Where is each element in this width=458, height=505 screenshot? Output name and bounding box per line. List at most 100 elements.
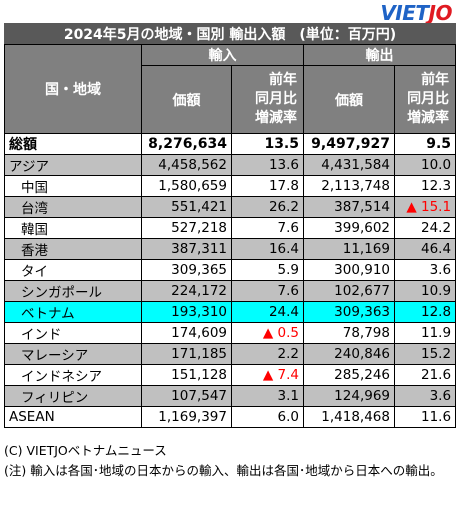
import-header: 輸入 xyxy=(141,44,304,66)
import-change-cell: ▲ 0.5 xyxy=(231,322,304,344)
import-change-cell: 17.8 xyxy=(231,175,304,197)
import-change-header: 前年 同月比 増減率 xyxy=(231,65,304,134)
export-change-cell: 15.2 xyxy=(393,343,457,365)
export-change-cell: 3.6 xyxy=(393,385,457,407)
logo-part2: JO xyxy=(428,1,453,25)
import-change-cell: ▲ 7.4 xyxy=(231,364,304,386)
table-row: インド 174,609 ▲ 0.5 78,798 11.9 xyxy=(4,322,457,344)
import-value-cell: 1,580,659 xyxy=(141,175,232,197)
export-value-cell: 4,431,584 xyxy=(303,154,395,176)
import-change-cell: 24.4 xyxy=(231,301,304,323)
export-value-cell: 309,363 xyxy=(303,301,395,323)
import-change-cell: 7.6 xyxy=(231,217,304,239)
import-value-cell: 4,458,562 xyxy=(141,154,232,176)
export-change-cell: 11.9 xyxy=(393,322,457,344)
change-header-line2: 同月比 xyxy=(407,91,450,107)
table-title: 2024年5月の地域・国別 輸出入額 (単位：百万円) xyxy=(3,23,457,45)
trade-table: 2024年5月の地域・国別 輸出入額 (単位：百万円) 国・地域 輸入 輸出 価… xyxy=(3,23,457,428)
logo-part1: VIET xyxy=(380,1,429,25)
import-value-cell: 309,365 xyxy=(141,259,232,281)
region-name-cell: インド xyxy=(4,322,142,344)
export-change-cell: 24.2 xyxy=(393,217,457,239)
export-value-cell: 9,497,927 xyxy=(303,133,395,155)
import-value-header: 価額 xyxy=(141,65,232,134)
export-change-cell: 10.0 xyxy=(393,154,457,176)
export-value-cell: 11,169 xyxy=(303,238,395,260)
vietjo-logo: VIETJO xyxy=(380,2,452,24)
region-name-cell: タイ xyxy=(4,259,142,281)
import-value-cell: 107,547 xyxy=(141,385,232,407)
table-row: フィリピン 107,547 3.1 124,969 3.6 xyxy=(4,385,457,407)
import-value-cell: 1,169,397 xyxy=(141,406,232,428)
import-change-cell: 7.6 xyxy=(231,280,304,302)
change-header-line3: 増減率 xyxy=(255,110,297,126)
import-value-cell: 387,311 xyxy=(141,238,232,260)
import-change-cell: 16.4 xyxy=(231,238,304,260)
import-change-cell: 6.0 xyxy=(231,406,304,428)
import-value-cell: 171,185 xyxy=(141,343,232,365)
export-value-cell: 2,113,748 xyxy=(303,175,395,197)
region-name-cell: インドネシア xyxy=(4,364,142,386)
import-change-cell: 13.5 xyxy=(231,133,304,155)
export-value-cell: 102,677 xyxy=(303,280,395,302)
table-body: 総額 8,276,634 13.5 9,497,927 9.5 アジア 4,458,562 1… xyxy=(4,133,457,428)
export-value-cell: 399,602 xyxy=(303,217,395,239)
import-change-cell: 3.1 xyxy=(231,385,304,407)
export-value-cell: 300,910 xyxy=(303,259,395,281)
change-header-line1: 前年 xyxy=(269,72,297,88)
region-name-cell: アジア xyxy=(4,154,142,176)
table-row: ベトナム 193,310 24.4 309,363 12.8 xyxy=(4,301,457,323)
table-row: 中国 1,580,659 17.8 2,113,748 12.3 xyxy=(4,175,457,197)
import-value-cell: 174,609 xyxy=(141,322,232,344)
change-header-line3: 増減率 xyxy=(407,110,450,126)
region-name-cell: マレーシア xyxy=(4,343,142,365)
export-value-cell: 1,418,468 xyxy=(303,406,395,428)
table-row: インドネシア 151,128 ▲ 7.4 285,246 21.6 xyxy=(4,364,457,386)
export-change-cell: 46.4 xyxy=(393,238,457,260)
copyright-note: (C) VIETJOベトナムニュース xyxy=(4,443,167,458)
table-row: アジア 4,458,562 13.6 4,431,584 10.0 xyxy=(4,154,457,176)
export-change-cell: 10.9 xyxy=(393,280,457,302)
region-name-cell: ASEAN xyxy=(4,406,142,428)
region-name-cell: 中国 xyxy=(4,175,142,197)
region-name-cell: 総額 xyxy=(4,133,142,155)
region-name-cell: 香港 xyxy=(4,238,142,260)
region-header: 国・地域 xyxy=(4,44,142,134)
export-change-cell: ▲ 15.1 xyxy=(393,196,457,218)
table-row: マレーシア 171,185 2.2 240,846 15.2 xyxy=(4,343,457,365)
table-row: ASEAN 1,169,397 6.0 1,418,468 11.6 xyxy=(4,406,457,428)
table-row: 台湾 551,421 26.2 387,514 ▲ 15.1 xyxy=(4,196,457,218)
export-change-header: 前年 同月比 増減率 xyxy=(393,65,457,134)
table-row: 総額 8,276,634 13.5 9,497,927 9.5 xyxy=(4,133,457,155)
region-name-cell: 韓国 xyxy=(4,217,142,239)
explanatory-note: (注) 輸入は各国･地域の日本からの輸入、輸出は各国･地域から日本への輸出。 xyxy=(4,463,443,478)
export-change-cell: 12.8 xyxy=(393,301,457,323)
region-name-cell: ベトナム xyxy=(4,301,142,323)
table-row: 韓国 527,218 7.6 399,602 24.2 xyxy=(4,217,457,239)
import-value-cell: 151,128 xyxy=(141,364,232,386)
region-name-cell: フィリピン xyxy=(4,385,142,407)
export-change-cell: 11.6 xyxy=(393,406,457,428)
export-value-cell: 78,798 xyxy=(303,322,395,344)
export-value-cell: 124,969 xyxy=(303,385,395,407)
table-row: 香港 387,311 16.4 11,169 46.4 xyxy=(4,238,457,260)
import-change-cell: 26.2 xyxy=(231,196,304,218)
export-value-cell: 387,514 xyxy=(303,196,395,218)
export-change-cell: 21.6 xyxy=(393,364,457,386)
region-name-cell: シンガポール xyxy=(4,280,142,302)
export-change-cell: 12.3 xyxy=(393,175,457,197)
import-value-cell: 551,421 xyxy=(141,196,232,218)
export-value-cell: 240,846 xyxy=(303,343,395,365)
import-value-cell: 527,218 xyxy=(141,217,232,239)
import-value-cell: 8,276,634 xyxy=(141,133,232,155)
import-change-cell: 13.6 xyxy=(231,154,304,176)
export-change-cell: 9.5 xyxy=(393,133,457,155)
change-header-line2: 同月比 xyxy=(255,91,297,107)
export-value-cell: 285,246 xyxy=(303,364,395,386)
table-row: タイ 309,365 5.9 300,910 3.6 xyxy=(4,259,457,281)
notes: (C) VIETJOベトナムニュース (注) 輸入は各国･地域の日本からの輸入、… xyxy=(4,441,455,481)
export-change-cell: 3.6 xyxy=(393,259,457,281)
import-value-cell: 224,172 xyxy=(141,280,232,302)
import-value-cell: 193,310 xyxy=(141,301,232,323)
